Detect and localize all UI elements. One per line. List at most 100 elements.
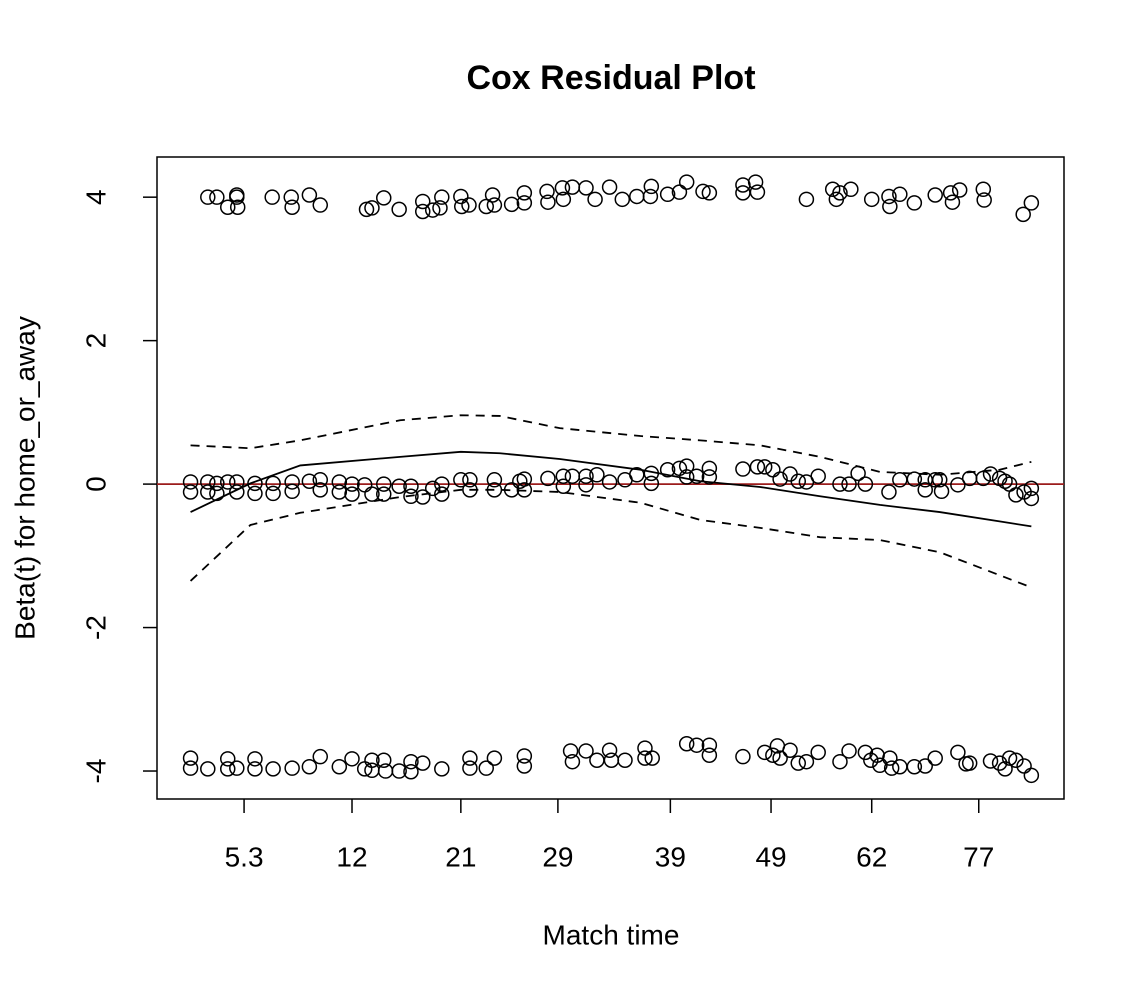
residual-point [301, 758, 318, 775]
confidence-band [190, 414, 1032, 476]
residual-point [432, 200, 448, 216]
residual-point [182, 760, 199, 776]
residual-point [578, 477, 594, 493]
residual-point [434, 189, 450, 205]
residual-point [1023, 490, 1040, 507]
residual-point [644, 750, 660, 766]
chart-title: Cox Residual Plot [466, 59, 755, 97]
residual-point [540, 194, 556, 210]
residual-point [209, 475, 225, 492]
x-tick-label: 49 [755, 841, 786, 872]
y-tick-label: -4 [80, 759, 111, 784]
residual-point [229, 484, 245, 500]
x-tick-label: 21 [445, 841, 476, 872]
x-tick-label: 12 [336, 841, 367, 872]
residual-point [637, 740, 653, 756]
residual-point [301, 187, 318, 203]
residual-point [516, 748, 533, 764]
residual-point [587, 191, 603, 208]
residual-point [637, 750, 653, 766]
residual-point [219, 761, 236, 777]
residual-point [503, 196, 520, 213]
residual-point [578, 468, 594, 484]
residual-point [265, 475, 281, 492]
residual-point [810, 468, 826, 484]
residual-point [671, 184, 688, 200]
residual-point [695, 183, 711, 200]
residual-point [344, 486, 360, 502]
residual-point [344, 476, 360, 492]
residual-point [376, 752, 392, 769]
residual-point [961, 755, 978, 771]
residual-point [200, 189, 216, 205]
residual-point [516, 482, 533, 498]
residual-point [1023, 195, 1040, 211]
y-tick-label: -2 [80, 615, 111, 640]
residual-point [415, 755, 431, 771]
residual-point [997, 473, 1013, 489]
residual-point [1001, 750, 1018, 766]
residual-point [391, 478, 407, 494]
residual-point [540, 470, 556, 487]
residual-point [765, 747, 781, 763]
residual-point [555, 478, 572, 494]
residual-point [863, 191, 880, 208]
x-tick-label: 77 [963, 841, 994, 872]
residual-point [578, 180, 594, 196]
residual-point [950, 477, 966, 493]
residual-point [182, 484, 199, 500]
residual-point [749, 459, 766, 475]
residual-point [882, 750, 898, 766]
residual-point [555, 191, 572, 208]
residual-point [701, 185, 718, 201]
residual-point [462, 760, 478, 776]
residual-point [182, 474, 199, 490]
residual-point [486, 197, 503, 213]
residual-point [642, 188, 659, 205]
residual-point [659, 186, 676, 203]
residual-point [782, 742, 798, 758]
residual-point [931, 472, 948, 488]
residual-point [312, 472, 329, 488]
residual-point [601, 179, 618, 195]
plot-frame [156, 156, 1065, 800]
residual-point [376, 476, 392, 492]
residual-point [200, 484, 216, 500]
x-tick-label: 62 [856, 841, 887, 872]
residual-point [403, 478, 419, 494]
residual-point [462, 750, 478, 766]
residual-point [892, 186, 908, 203]
residual-point [478, 760, 494, 776]
residual-point [872, 757, 888, 774]
residual-point [601, 742, 618, 758]
residual-point [917, 482, 933, 498]
residual-point [701, 737, 718, 753]
residual-point [453, 472, 469, 488]
residual-point [942, 185, 959, 201]
residual-point [832, 185, 848, 201]
residual-point [678, 174, 695, 190]
residual-point [749, 184, 766, 200]
x-tick-label: 29 [542, 841, 573, 872]
residual-point [1023, 767, 1040, 784]
residual-point [516, 758, 533, 774]
residual-point [434, 486, 450, 502]
residual-point [1023, 480, 1040, 497]
residual-point [772, 750, 788, 766]
residual-point [1015, 206, 1031, 223]
residual-point [832, 476, 848, 492]
residual-point [516, 195, 533, 211]
residual-point [331, 758, 348, 775]
residual-point [484, 187, 501, 203]
residual-point [358, 201, 375, 218]
residual-point [688, 737, 705, 753]
residual-point [265, 761, 281, 777]
residual-point [810, 744, 826, 761]
residual-point [209, 189, 225, 205]
residual-point [486, 750, 503, 766]
residual-point [1008, 487, 1024, 503]
residual-point [391, 201, 407, 218]
residual-point [701, 469, 718, 485]
